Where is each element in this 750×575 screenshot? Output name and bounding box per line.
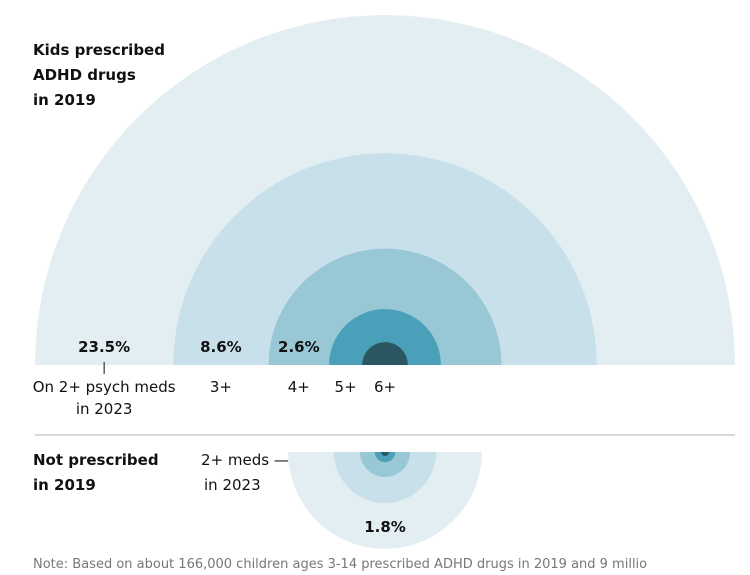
chart-title: ADHD drugs [33,66,136,84]
ring [333,452,437,504]
category-label: in 2023 [76,400,133,418]
chart-title: Kids prescribed [33,41,165,59]
chart-title: in 2019 [33,476,96,494]
ring [359,452,411,478]
category-label: 4+ [288,378,310,396]
category-label: 5+ [335,378,357,396]
value-label: 23.5% [78,338,130,356]
annotation: in 2023 [204,476,261,494]
value-label: 2.6% [278,338,320,356]
value-label: 1.8% [364,518,406,536]
chart-title: Not prescribed [33,451,159,469]
ring [362,342,408,365]
chart-title: in 2019 [33,91,96,109]
category-label: 6+ [374,378,396,396]
category-label: On 2+ psych meds [33,378,176,396]
note: Note: Based on about 166,000 children ag… [33,557,647,572]
ring [381,452,389,456]
annotation: 2+ meds — [201,451,289,469]
ring [374,452,396,463]
ring [329,309,441,365]
value-label: 8.6% [200,338,242,356]
category-label: 3+ [210,378,232,396]
ring [268,248,502,365]
